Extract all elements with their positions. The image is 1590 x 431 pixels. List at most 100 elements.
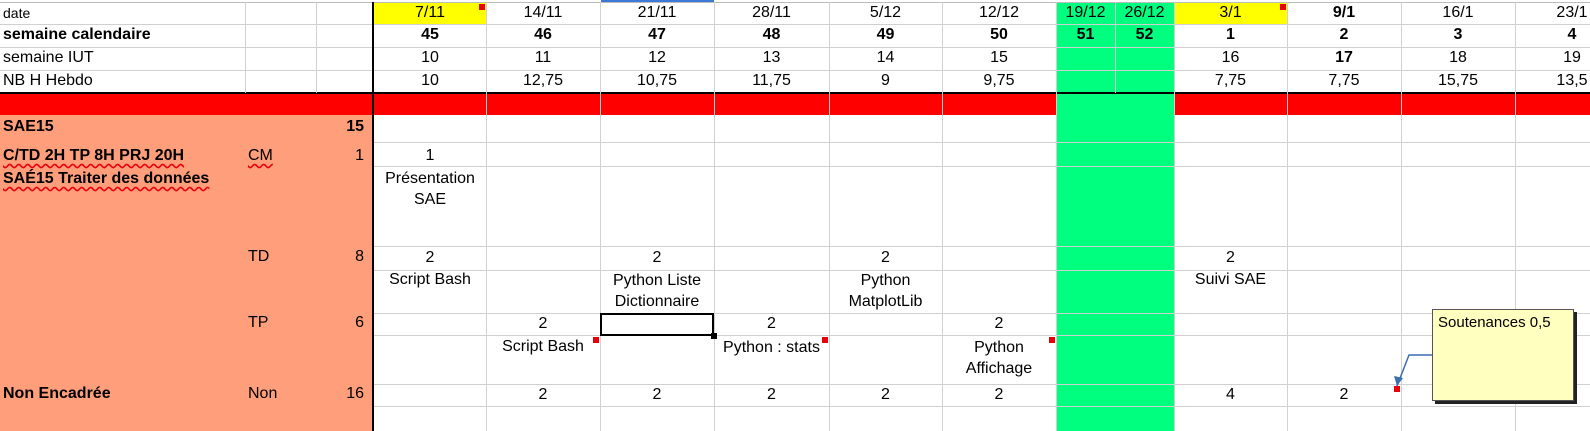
td-hours-cell[interactable]: 2 xyxy=(1226,249,1235,266)
td-session-cell[interactable]: Script Bash xyxy=(389,271,471,288)
semaine-iut-cell[interactable]: 10 xyxy=(421,49,439,66)
ne-hours-cell[interactable]: 2 xyxy=(652,386,662,403)
comment-marker[interactable] xyxy=(593,337,599,343)
row-hours-cm[interactable]: 1 xyxy=(355,147,364,164)
ne-hours-cell[interactable]: 2 xyxy=(881,386,890,403)
nbh-cell[interactable]: 7,75 xyxy=(1328,72,1360,89)
row-label-semaine-iut[interactable]: semaine IUT xyxy=(3,49,94,66)
semaine-cal-cell[interactable]: 50 xyxy=(990,26,1008,43)
ne-hours-cell[interactable]: 2 xyxy=(538,386,548,403)
nbh-cell[interactable]: 12,75 xyxy=(522,72,564,89)
ne-hours-cell[interactable]: 2 xyxy=(1339,386,1349,403)
semaine-iut-cell[interactable]: 18 xyxy=(1449,49,1467,66)
module-block-bg xyxy=(0,115,373,431)
module-hours-breakdown[interactable]: C/TD 2H TP 8H PRJ 20H xyxy=(3,147,185,164)
module-title[interactable]: SAÉ15 Traiter des données xyxy=(3,170,210,187)
date-cell[interactable]: 26/12 xyxy=(1124,4,1165,21)
row-label-nb-h-hebdo[interactable]: NB H Hebdo xyxy=(3,72,93,89)
ne-hours-cell[interactable]: 2 xyxy=(767,386,776,403)
semaine-cal-cell[interactable]: 3 xyxy=(1453,26,1463,43)
semaine-iut-cell[interactable]: 11 xyxy=(534,49,552,66)
semaine-iut-cell[interactable]: 14 xyxy=(876,49,895,66)
td-hours-cell[interactable]: 2 xyxy=(881,249,890,266)
semaine-iut-cell[interactable]: 15 xyxy=(990,49,1008,66)
semaine-cal-cell[interactable]: 45 xyxy=(421,26,439,43)
semaine-iut-cell[interactable]: 12 xyxy=(648,49,666,66)
row-label-date[interactable]: date xyxy=(3,5,31,21)
semaine-cal-cell[interactable]: 47 xyxy=(648,26,666,43)
td-session-cell[interactable]: Suivi SAE xyxy=(1194,271,1267,288)
nbh-cell[interactable]: 10,75 xyxy=(636,72,678,89)
semaine-cal-cell[interactable]: 2 xyxy=(1339,26,1349,43)
date-cell[interactable]: 9/1 xyxy=(1332,4,1356,21)
tp-hours-cell[interactable]: 2 xyxy=(994,315,1004,332)
comment-callout-arrow xyxy=(1394,354,1432,387)
date-cell[interactable]: 28/11 xyxy=(752,4,791,21)
module-code[interactable]: SAE15 xyxy=(3,118,54,135)
comment-text: Soutenances 0,5 xyxy=(1438,314,1551,331)
td-session-cell[interactable]: Python MatplotLib xyxy=(848,272,923,310)
date-cell[interactable]: 12/12 xyxy=(978,4,1020,21)
semaine-cal-cell[interactable]: 4 xyxy=(1567,26,1577,43)
semaine-cal-cell[interactable]: 49 xyxy=(876,26,895,43)
semaine-cal-cell[interactable]: 1 xyxy=(1226,26,1235,43)
td-hours-cell[interactable]: 2 xyxy=(652,249,662,266)
tp-session-cell[interactable]: Script Bash xyxy=(502,338,584,355)
red-banner xyxy=(0,93,1590,115)
td-hours-cell[interactable]: 2 xyxy=(425,249,435,266)
row-type-tp[interactable]: TP xyxy=(248,314,269,331)
selected-column-indicator xyxy=(601,0,714,2)
semaine-iut-cell[interactable]: 17 xyxy=(1335,49,1353,66)
date-cell[interactable]: 21/11 xyxy=(637,4,677,21)
semaine-iut-cell[interactable]: 19 xyxy=(1563,49,1581,66)
nbh-cell[interactable]: 15,75 xyxy=(1437,72,1479,89)
date-cell[interactable]: 3/1 xyxy=(1219,4,1242,21)
date-cell[interactable]: 16/1 xyxy=(1442,4,1474,21)
tp-session-cell[interactable]: Python Affichage xyxy=(965,339,1033,377)
td-session-cell[interactable]: Python Liste Dictionnaire xyxy=(612,272,702,310)
comment-marker[interactable] xyxy=(1394,386,1400,392)
nbh-cell[interactable]: 9,75 xyxy=(983,72,1015,89)
nbh-cell[interactable]: 11,75 xyxy=(752,72,791,89)
row-hours-non[interactable]: 16 xyxy=(346,385,364,402)
comment-marker[interactable] xyxy=(479,4,485,10)
tp-hours-cell[interactable]: 2 xyxy=(767,315,776,332)
row-type-td[interactable]: TD xyxy=(248,248,270,265)
fill-handle[interactable] xyxy=(711,333,717,339)
module-total-hours[interactable]: 15 xyxy=(346,118,364,135)
semaine-cal-cell[interactable]: 51 xyxy=(1076,26,1095,43)
nbh-cell[interactable]: 10 xyxy=(421,72,439,89)
date-cell[interactable]: 19/12 xyxy=(1065,4,1106,21)
date-cell[interactable]: 14/11 xyxy=(523,4,563,21)
semaine-iut-cell[interactable]: 13 xyxy=(762,49,781,66)
date-cell[interactable]: 7/11 xyxy=(415,4,445,21)
tp-hours-cell[interactable]: 2 xyxy=(538,315,548,332)
date-cell[interactable]: 5/12 xyxy=(869,4,902,21)
row-hours-tp[interactable]: 6 xyxy=(355,314,364,331)
comment-marker[interactable] xyxy=(822,337,828,343)
active-cell-selection[interactable] xyxy=(600,313,714,336)
semaine-cal-cell[interactable]: 46 xyxy=(534,26,552,43)
date-cell[interactable]: 23/1 xyxy=(1556,4,1588,21)
row-type-non[interactable]: Non xyxy=(248,385,278,402)
row-label-non-encadree[interactable]: Non Encadrée xyxy=(3,385,111,402)
nbh-cell[interactable]: 13,5 xyxy=(1556,72,1588,89)
cm-hours-cell[interactable]: 1 xyxy=(425,147,435,164)
comment-marker[interactable] xyxy=(1049,337,1055,343)
highlight-3-1 xyxy=(1174,2,1287,24)
tp-session-cell[interactable]: Python : stats xyxy=(723,339,820,356)
row-type-cm[interactable]: CM xyxy=(248,147,273,164)
nbh-cell[interactable]: 9 xyxy=(881,72,890,89)
semaine-cal-cell[interactable]: 48 xyxy=(762,26,781,43)
row-label-semaine-calendaire[interactable]: semaine calendaire xyxy=(3,26,151,43)
semaine-cal-cell[interactable]: 52 xyxy=(1135,26,1154,43)
cm-session-cell[interactable]: Présentation SAE xyxy=(385,170,475,208)
ne-hours-cell[interactable]: 4 xyxy=(1226,386,1235,403)
highlight-7-11 xyxy=(374,2,486,24)
row-hours-td[interactable]: 8 xyxy=(355,248,364,265)
semaine-iut-cell[interactable]: 16 xyxy=(1221,49,1240,66)
ne-hours-cell[interactable]: 2 xyxy=(994,386,1004,403)
comment-marker[interactable] xyxy=(1280,4,1286,10)
nbh-cell[interactable]: 7,75 xyxy=(1214,72,1247,89)
comment-box[interactable]: Soutenances 0,5 xyxy=(1432,309,1574,401)
